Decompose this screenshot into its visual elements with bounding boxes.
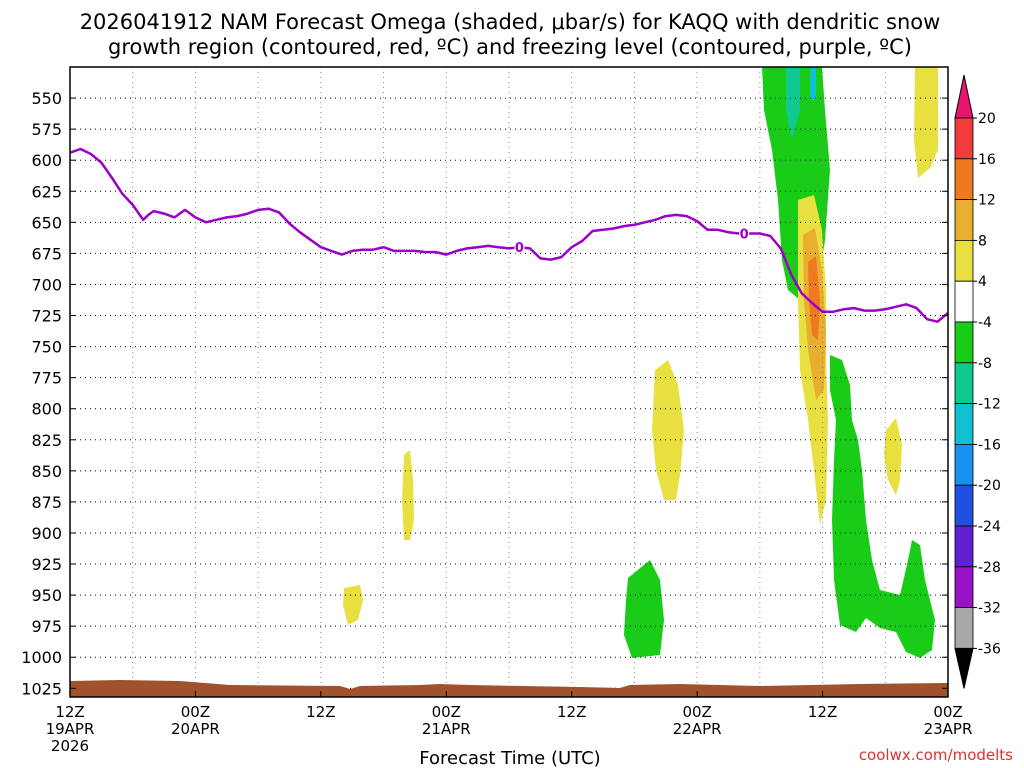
colorbar: 20 16 12 8 4 -4 -8 -12 -16 -20 -24 -28 -32 -36 bbox=[954, 74, 1001, 689]
x-tick-label-5-1: 22APR bbox=[673, 720, 722, 738]
colorbar-label-3: 8 bbox=[978, 233, 987, 249]
y-axis-ticks: 550 575 600 625 650 675 700 725 750 775 800 825 850 8… bbox=[21, 89, 948, 698]
credit-text: coolwx.com/modelts bbox=[859, 746, 1013, 764]
y-tick-label-575: 575 bbox=[31, 120, 62, 139]
colorbar-label-8: -16 bbox=[978, 437, 1001, 453]
x-tick-label-5-0: 00Z bbox=[682, 703, 711, 721]
ground-layer bbox=[70, 680, 948, 697]
freezing-label-bg-0 bbox=[514, 239, 525, 254]
colorbar-segment-6 bbox=[954, 321, 974, 364]
colorbar-segment-4 bbox=[954, 239, 974, 282]
freezing-label-bg-1 bbox=[739, 225, 750, 240]
omega-region-7 bbox=[830, 355, 935, 658]
y-tick-label-1025: 1025 bbox=[21, 679, 62, 698]
y-tick-label-975: 975 bbox=[31, 617, 62, 636]
omega-region-2 bbox=[786, 67, 800, 140]
y-tick-label-900: 900 bbox=[31, 524, 62, 543]
colorbar-label-2: 12 bbox=[978, 193, 996, 209]
x-tick-label-0-2: 2026 bbox=[51, 737, 89, 755]
colorbar-label-0: 20 bbox=[978, 111, 996, 127]
freezing-level-line bbox=[69, 147, 949, 323]
colorbar-label-7: -12 bbox=[978, 397, 1001, 413]
ground-fill bbox=[70, 680, 948, 697]
chart-title-line-1: 2026041912 NAM Forecast Omega (shaded, μ… bbox=[80, 10, 941, 34]
x-tick-label-1-1: 20APR bbox=[171, 720, 220, 738]
y-tick-label-750: 750 bbox=[31, 338, 62, 357]
omega-region-10 bbox=[402, 450, 414, 540]
y-tick-label-650: 650 bbox=[31, 213, 62, 232]
x-tick-label-3-1: 21APR bbox=[422, 720, 471, 738]
y-tick-label-850: 850 bbox=[31, 462, 62, 481]
x-tick-label-2-0: 12Z bbox=[306, 703, 335, 721]
freezing-level-label-0: 0 bbox=[515, 241, 524, 256]
omega-region-3 bbox=[810, 67, 816, 100]
x-axis-title: Forecast Time (UTC) bbox=[419, 748, 600, 768]
plot-frame bbox=[69, 66, 949, 698]
grid-lines bbox=[70, 67, 948, 697]
x-tick-label-0-0: 12Z bbox=[55, 703, 84, 721]
y-tick-label-675: 675 bbox=[31, 244, 62, 263]
colorbar-segment-12 bbox=[954, 566, 974, 608]
freezing-level-contour: 00 bbox=[69, 147, 949, 323]
y-tick-label-800: 800 bbox=[31, 400, 62, 419]
y-tick-label-700: 700 bbox=[31, 275, 62, 294]
omega-region-0 bbox=[914, 67, 938, 178]
x-tick-label-6-0: 12Z bbox=[808, 703, 837, 721]
x-tick-label-4-0: 12Z bbox=[557, 703, 586, 721]
y-tick-label-600: 600 bbox=[31, 151, 62, 170]
chart-title-line-2: growth region (contoured, red, ºC) and f… bbox=[108, 35, 912, 59]
omega-shading bbox=[343, 67, 938, 658]
freezing-level-label-1: 0 bbox=[740, 228, 749, 243]
omega-region-11 bbox=[343, 585, 363, 625]
omega-region-12 bbox=[624, 560, 664, 658]
colorbar-segment-1 bbox=[954, 117, 974, 160]
colorbar-label-12: -32 bbox=[978, 601, 1001, 617]
colorbar-segment-11 bbox=[954, 525, 974, 568]
colorbar-label-10: -24 bbox=[978, 519, 1001, 535]
x-tick-label-0-1: 19APR bbox=[46, 720, 95, 738]
colorbar-label-1: 16 bbox=[978, 152, 996, 168]
y-tick-label-550: 550 bbox=[31, 89, 62, 108]
axes bbox=[69, 66, 949, 698]
y-tick-label-950: 950 bbox=[31, 586, 62, 605]
x-tick-label-1-0: 00Z bbox=[181, 703, 210, 721]
colorbar-segment-8 bbox=[954, 403, 974, 445]
colorbar-label-4: 4 bbox=[978, 274, 987, 290]
colorbar-segment-9 bbox=[954, 443, 974, 486]
omega-region-8 bbox=[652, 360, 684, 500]
colorbar-label-11: -28 bbox=[978, 560, 1001, 576]
omega-region-9 bbox=[884, 418, 902, 495]
y-tick-label-775: 775 bbox=[31, 369, 62, 388]
x-tick-label-3-0: 00Z bbox=[432, 703, 461, 721]
colorbar-segment-13 bbox=[954, 607, 974, 649]
colorbar-segment-2 bbox=[954, 158, 974, 201]
y-tick-label-725: 725 bbox=[31, 307, 62, 326]
omega-region-6 bbox=[808, 256, 820, 340]
y-tick-label-1000: 1000 bbox=[21, 648, 62, 667]
x-tick-label-7-1: 23APR bbox=[924, 720, 973, 738]
colorbar-label-9: -20 bbox=[978, 478, 1001, 494]
colorbar-label-13: -36 bbox=[978, 641, 1001, 657]
y-tick-label-825: 825 bbox=[31, 431, 62, 450]
y-tick-label-625: 625 bbox=[31, 182, 62, 201]
colorbar-bottom-arrow bbox=[954, 647, 974, 689]
colorbar-top-arrow bbox=[954, 74, 974, 119]
y-tick-label-925: 925 bbox=[31, 555, 62, 574]
y-tick-label-875: 875 bbox=[31, 493, 62, 512]
colorbar-segment-5 bbox=[954, 280, 974, 323]
colorbar-segment-7 bbox=[954, 362, 974, 404]
x-tick-label-7-0: 00Z bbox=[933, 703, 962, 721]
colorbar-label-5: -4 bbox=[978, 315, 992, 331]
colorbar-label-6: -8 bbox=[978, 356, 992, 372]
colorbar-segment-10 bbox=[954, 484, 974, 527]
colorbar-segment-3 bbox=[954, 199, 974, 241]
